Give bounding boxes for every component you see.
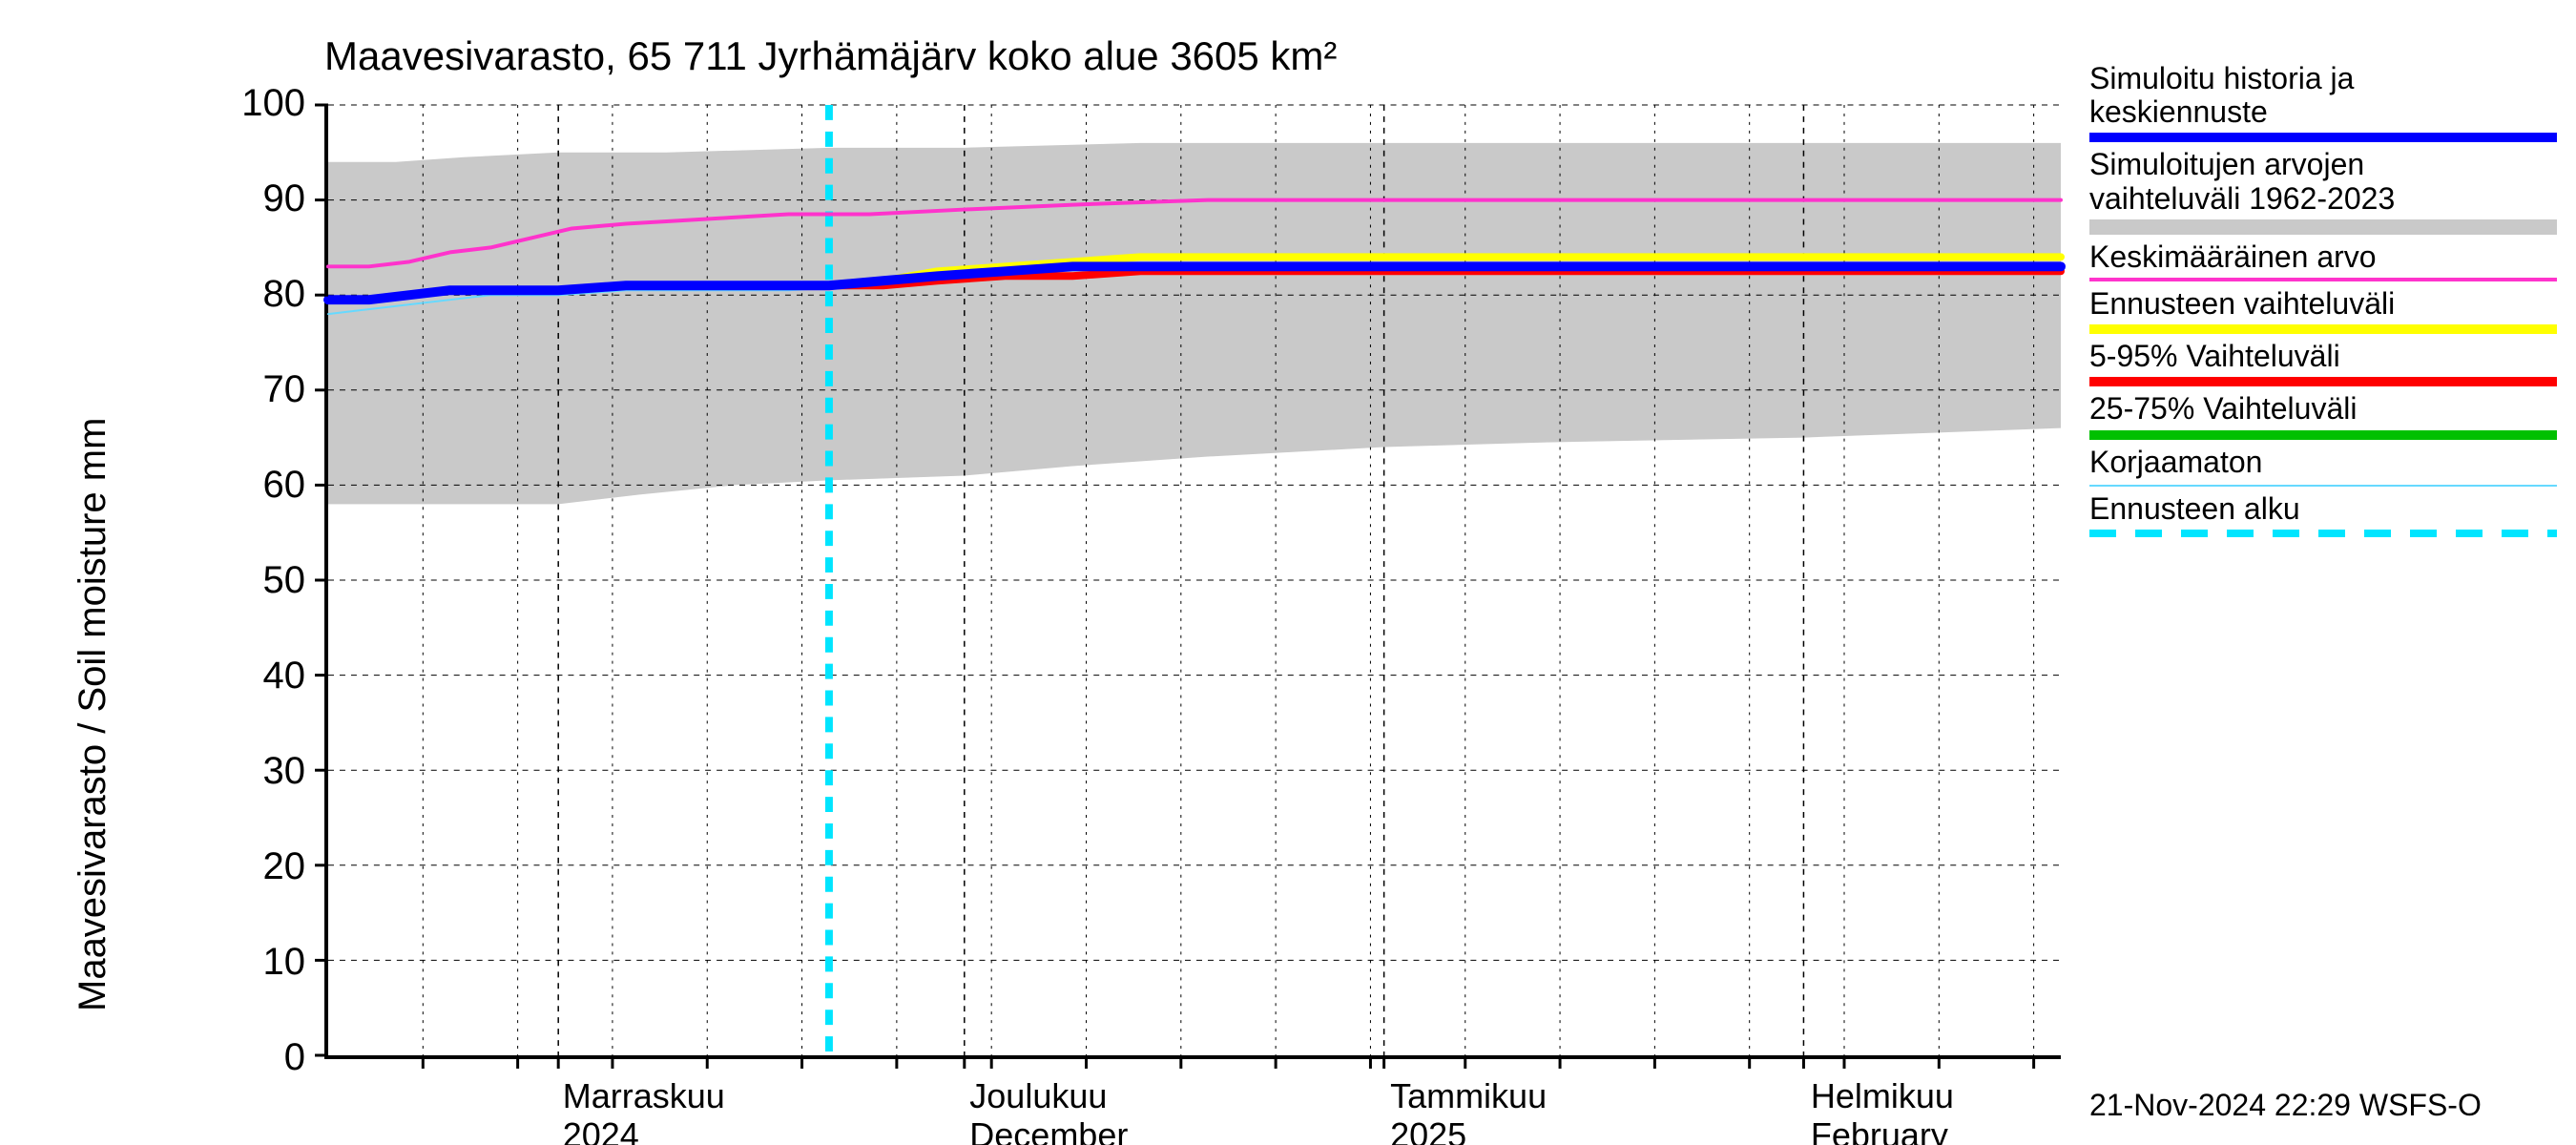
ytick-label: 80	[200, 273, 305, 316]
legend-entry: Ennusteen alku	[2089, 492, 2557, 537]
x-month-label-bottom: 2025	[1390, 1115, 1466, 1145]
legend-entry: Korjaamaton	[2089, 446, 2557, 487]
legend-entry: 5-95% Vaihteluväli	[2089, 340, 2557, 386]
legend-label: Korjaamaton	[2089, 446, 2557, 479]
x-month-label-top: Helmikuu	[1811, 1076, 1954, 1116]
timestamp-label: 21-Nov-2024 22:29 WSFS-O	[2089, 1088, 2482, 1123]
ytick-label: 0	[200, 1036, 305, 1079]
ytick-label: 90	[200, 177, 305, 220]
chart-title: Maavesivarasto, 65 711 Jyrhämäjärv koko …	[324, 33, 1337, 79]
ytick-label: 70	[200, 368, 305, 411]
legend: Simuloitu historia ja keskiennuste Simulo…	[2089, 62, 2557, 543]
ytick-label: 60	[200, 464, 305, 507]
legend-label: 5-95% Vaihteluväli	[2089, 340, 2557, 373]
legend-swatch	[2089, 430, 2557, 440]
legend-label: Simuloitu historia ja keskiennuste	[2089, 62, 2557, 129]
legend-entry: Keskimääräinen arvo	[2089, 240, 2557, 281]
legend-swatch	[2089, 485, 2557, 487]
x-month-label-top: Marraskuu	[563, 1076, 725, 1116]
chart-container: Maavesivarasto, 65 711 Jyrhämäjärv koko …	[0, 0, 2576, 1145]
legend-label: Simuloitujen arvojen vaihteluväli 1962-2…	[2089, 148, 2557, 215]
legend-label: Ennusteen vaihteluväli	[2089, 287, 2557, 321]
legend-entry: 25-75% Vaihteluväli	[2089, 392, 2557, 439]
x-month-label-bottom: 2024	[563, 1115, 639, 1145]
legend-swatch	[2089, 324, 2557, 334]
legend-label: 25-75% Vaihteluväli	[2089, 392, 2557, 426]
legend-label: Keskimääräinen arvo	[2089, 240, 2557, 274]
legend-swatch	[2089, 377, 2557, 386]
ytick-label: 100	[200, 82, 305, 125]
ytick-label: 30	[200, 750, 305, 793]
y-axis-label: Maavesivarasto / Soil moisture mm	[72, 418, 114, 1011]
ytick-label: 20	[200, 845, 305, 888]
ytick-label: 40	[200, 655, 305, 697]
legend-entry: Simuloitu historia ja keskiennuste	[2089, 62, 2557, 142]
ytick-label: 50	[200, 559, 305, 602]
legend-swatch	[2089, 133, 2557, 142]
ytick-label: 10	[200, 941, 305, 984]
historic-band	[328, 143, 2061, 504]
x-month-label-top: Joulukuu	[969, 1076, 1107, 1116]
legend-label: Ennusteen alku	[2089, 492, 2557, 526]
plot-area	[324, 105, 2061, 1059]
x-month-label-bottom: December	[969, 1115, 1128, 1145]
legend-swatch	[2089, 530, 2557, 537]
x-month-label-top: Tammikuu	[1390, 1076, 1547, 1116]
legend-swatch	[2089, 219, 2557, 235]
legend-entry: Simuloitujen arvojen vaihteluväli 1962-2…	[2089, 148, 2557, 234]
x-month-label-bottom: February	[1811, 1115, 1948, 1145]
legend-swatch	[2089, 278, 2557, 281]
legend-entry: Ennusteen vaihteluväli	[2089, 287, 2557, 334]
